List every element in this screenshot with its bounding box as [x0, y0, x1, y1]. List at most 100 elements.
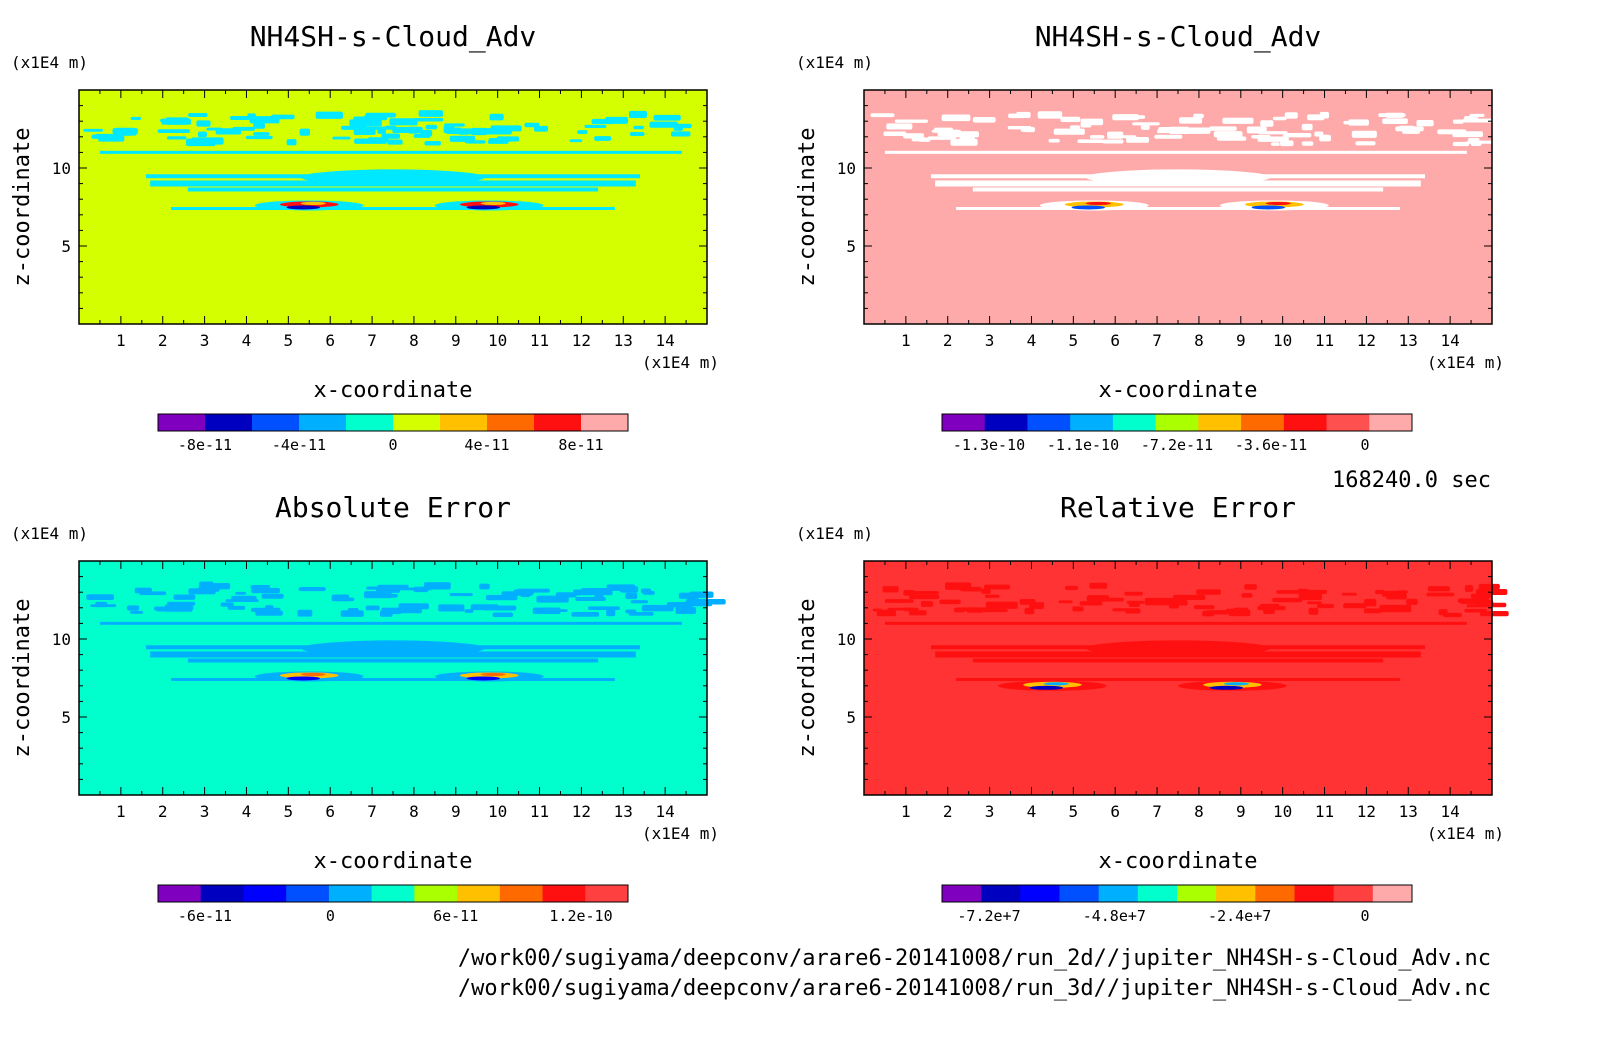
x-tick-label: 5 — [1069, 802, 1079, 821]
colorbar-tick-label: -4.8e+7 — [1083, 907, 1146, 925]
x-tick-label: 1 — [116, 331, 126, 350]
cloud-patch — [449, 135, 476, 142]
cloud-patch — [424, 140, 441, 146]
cloud-patch — [83, 128, 104, 132]
cloud-patch — [569, 139, 583, 143]
cloud-patch — [1379, 604, 1412, 613]
cloud-patch — [381, 607, 402, 615]
colorbar-tick-label: -8e-11 — [178, 436, 232, 454]
y-axis-unit: (x1E4 m) — [11, 53, 88, 72]
colorbar-swatch — [328, 885, 373, 902]
colorbar-swatch — [1255, 885, 1295, 902]
chart-panel-4: Relative Error(x1E4 m)1 2 3 4 5 6 7 8 9 10 11 12 13 1… — [795, 491, 1509, 925]
colorbar-tick-label: -2.4e+7 — [1208, 907, 1271, 925]
cloud-patch — [642, 590, 655, 595]
y-axis-unit: (x1E4 m) — [796, 53, 873, 72]
cloud-patch — [365, 605, 380, 611]
cloud-patch — [689, 591, 714, 598]
colorbar-swatch — [158, 885, 202, 902]
x-tick-label: 8 — [1194, 802, 1204, 821]
x-tick-label: 2 — [943, 802, 953, 821]
cloud-band — [972, 187, 1384, 192]
cloud-patch — [584, 124, 607, 128]
x-tick-label: 11 — [530, 802, 549, 821]
cloud-patch — [1029, 602, 1045, 610]
cloud-patch — [1427, 586, 1450, 592]
cloud-layer — [870, 111, 1496, 147]
y-axis: 5 10 — [837, 89, 1492, 325]
cloud-patch — [886, 123, 913, 130]
cloud-patch — [1363, 598, 1377, 607]
cloud-patch — [186, 138, 216, 147]
cloud-patch — [387, 139, 403, 145]
x-tick-label: 9 — [1236, 802, 1246, 821]
cloud-patch — [675, 607, 697, 615]
colorbar-swatch — [1112, 414, 1157, 431]
colorbar-swatch — [1333, 885, 1374, 902]
cloud-dome — [300, 640, 486, 657]
colorbar-frame — [157, 413, 629, 432]
cloud-patch — [479, 583, 490, 590]
cloud-patch — [483, 605, 517, 611]
cloud-patch — [1319, 134, 1331, 142]
cloud-patch — [365, 112, 396, 118]
cloud-patch — [1284, 112, 1298, 119]
colorbar-tick-label: -1.3e-10 — [953, 436, 1025, 454]
cloud-patch — [577, 130, 588, 134]
cloud-patch — [1064, 585, 1079, 591]
cloud-band — [956, 207, 1400, 210]
chart-title: NH4SH-s-Cloud_Adv — [250, 20, 537, 54]
cloud-patch — [166, 136, 187, 140]
colorbar-swatch — [1369, 414, 1413, 431]
colorbar-swatch — [252, 414, 300, 431]
colorbar-tick-label: -7.2e-11 — [1141, 436, 1213, 454]
cloud-patch — [1416, 119, 1434, 127]
cloud-patch — [1452, 119, 1464, 124]
x-tick-label: 11 — [1315, 331, 1334, 350]
cloud-patch — [1464, 585, 1474, 592]
cloud-patch — [1307, 601, 1322, 605]
cloud-patch — [1426, 592, 1455, 597]
cloud-patch — [363, 126, 395, 130]
cloud-patch — [1270, 142, 1280, 146]
cloud-patch — [1244, 584, 1257, 590]
cloud-patch — [449, 593, 473, 597]
cloud-patch — [1102, 139, 1124, 144]
cloud-patch — [1355, 141, 1376, 146]
x-tick-label: 1 — [901, 331, 911, 350]
cloud-patch — [1258, 131, 1288, 135]
cloud-patch — [232, 126, 256, 131]
colorbar-swatch — [581, 414, 629, 431]
cloud-patch — [1319, 111, 1329, 119]
extremum-min — [1029, 685, 1064, 690]
cloud-patch — [887, 607, 919, 611]
cloud-patch — [1209, 126, 1237, 131]
cloud-patch — [1363, 608, 1381, 614]
cloud-patch — [1077, 139, 1104, 144]
y-axis: 5 10 — [837, 560, 1492, 796]
colorbar-swatch — [205, 414, 253, 431]
cloud-patch — [653, 114, 681, 121]
cloud-patch — [196, 120, 211, 127]
x-tick-label: 1 — [901, 802, 911, 821]
cloud-patch — [206, 127, 223, 131]
colorbar-swatch — [1155, 414, 1199, 431]
colorbar-frame — [941, 413, 1413, 432]
cloud-patch — [444, 123, 465, 127]
x-tick-label: 11 — [1315, 802, 1334, 821]
colorbar-swatch — [1027, 414, 1071, 431]
colorbar-tick-label: 6e-11 — [433, 907, 478, 925]
colorbar: -8e-11 -4e-11 0 4e-11 8e-11 — [157, 413, 629, 454]
cloud-patch — [247, 113, 256, 118]
colorbar-swatch — [1059, 885, 1100, 902]
cloud-patch — [1193, 605, 1215, 610]
cloud-patch — [220, 602, 234, 607]
cloud-patch — [153, 606, 166, 611]
x-tick-label: 6 — [325, 331, 335, 350]
colorbar-swatch — [542, 885, 586, 902]
x-axis-label: x-coordinate — [1099, 378, 1258, 403]
cloud-patch — [1301, 123, 1313, 131]
cloud-patch — [227, 605, 246, 610]
cloud-patch — [1276, 590, 1305, 594]
cloud-patch — [1222, 117, 1254, 124]
